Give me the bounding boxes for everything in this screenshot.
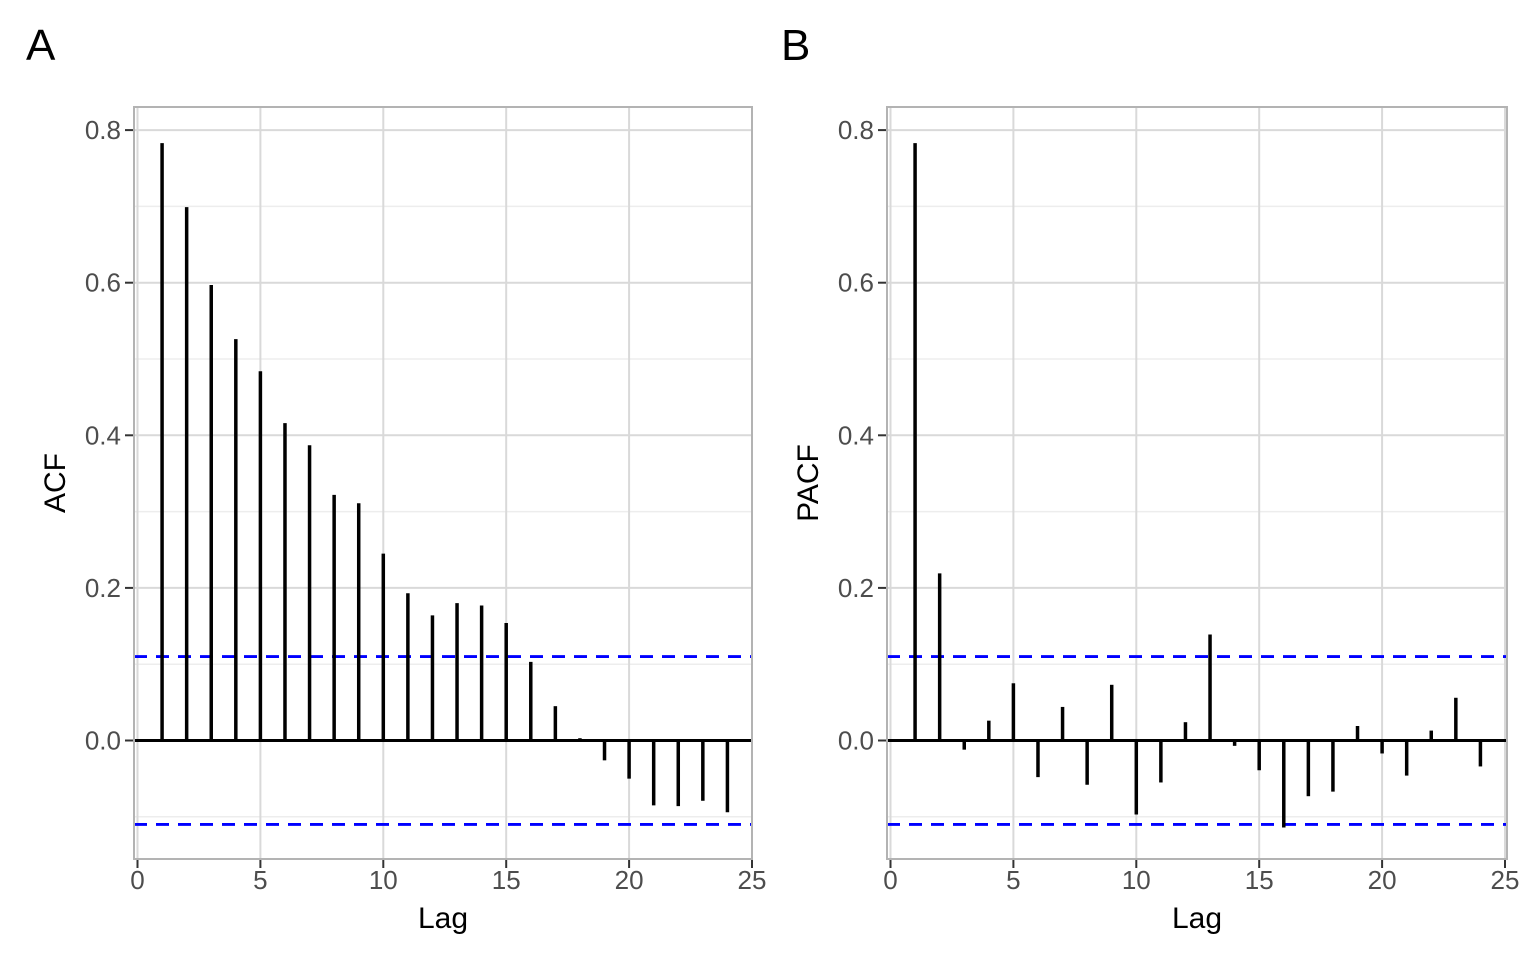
x-tick-label-25: 25 xyxy=(1491,865,1520,895)
x-tick-label-10: 10 xyxy=(1122,865,1151,895)
acf-bars xyxy=(160,143,730,813)
x-tick-label-15: 15 xyxy=(1245,865,1274,895)
panel-border-pacf xyxy=(886,106,1508,860)
x-tick-label-5: 5 xyxy=(1006,865,1020,895)
y-axis-title-pacf: PACF xyxy=(792,444,825,522)
y-tick-label-0.6: 0.6 xyxy=(838,268,874,298)
x-tick-label-0: 0 xyxy=(130,865,144,895)
y-tick-label-0.2: 0.2 xyxy=(838,573,874,603)
y-tick-label-0.8: 0.8 xyxy=(85,115,121,145)
pacf-bars xyxy=(913,143,1483,828)
y-tick-label-0.4: 0.4 xyxy=(85,420,121,450)
panel-background-acf xyxy=(134,107,752,859)
panel-pacf: 0 5 10 15 20 25 0.0 0.2 0.4 0.6 0.8 Lag PACF B xyxy=(781,21,1519,935)
y-axis-title-acf: ACF xyxy=(39,453,72,513)
panel-background-pacf xyxy=(887,107,1507,859)
y-tick-label-0.0: 0.0 xyxy=(85,726,121,756)
x-tick-label-5: 5 xyxy=(253,865,267,895)
panel-tag-B: B xyxy=(781,21,810,70)
y-tick-label-0.2: 0.2 xyxy=(85,573,121,603)
x-tick-label-25: 25 xyxy=(738,865,767,895)
x-tick-label-20: 20 xyxy=(615,865,644,895)
y-tick-label-0.6: 0.6 xyxy=(85,268,121,298)
x-tick-label-20: 20 xyxy=(1368,865,1397,895)
panel-border-acf xyxy=(133,106,753,860)
x-tick-label-10: 10 xyxy=(369,865,398,895)
x-tick-label-15: 15 xyxy=(492,865,521,895)
y-tick-label-0.4: 0.4 xyxy=(838,420,874,450)
panel-acf: 0 5 10 15 20 25 0.0 0.2 0.4 0.6 0.8 Lag ACF A xyxy=(26,21,766,935)
x-axis-title-pacf: Lag xyxy=(1172,902,1222,935)
y-tick-label-0.0: 0.0 xyxy=(838,726,874,756)
x-tick-label-0: 0 xyxy=(883,865,897,895)
x-axis-title-acf: Lag xyxy=(418,902,468,935)
panel-tag-A: A xyxy=(26,21,56,70)
y-tick-label-0.8: 0.8 xyxy=(838,115,874,145)
